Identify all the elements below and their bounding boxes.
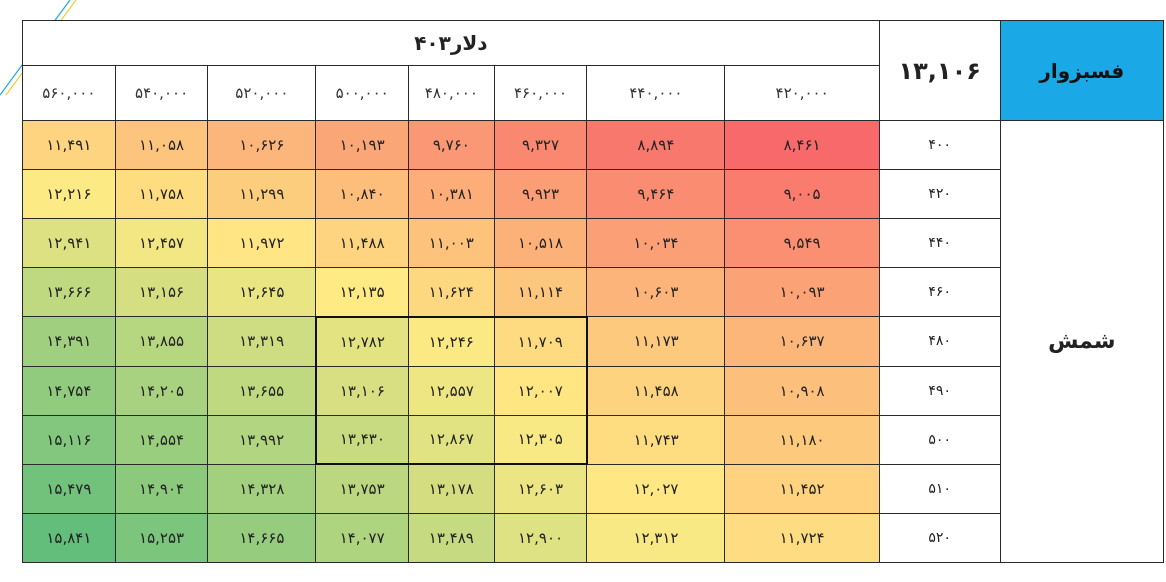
table-cell: ۱۱,۷۲۴ (724, 512, 880, 563)
table-cell: ۱۱,۴۹۱ (22, 119, 116, 171)
table-cell: ۹,۳۲۷ (493, 119, 588, 171)
table-cell: ۱۰,۶۳۷ (724, 316, 880, 367)
table-cell: ۱۲,۳۱۲ (586, 512, 726, 563)
table-cell: ۱۱,۲۹۹ (207, 169, 317, 220)
price-column-header: ۴۸۰,۰۰۰ (408, 65, 495, 121)
row-label: ۵۱۰ (878, 463, 1001, 514)
table-cell: ۱۱,۰۰۳ (408, 218, 495, 269)
table-cell: ۱۳,۶۵۵ (207, 365, 317, 416)
row-label: ۴۲۰ (878, 169, 1001, 220)
table-cell: ۱۰,۱۹۳ (315, 119, 409, 171)
dollar-rate-header: دلار۴۰۳ (22, 20, 880, 66)
table-cell: ۱۰,۸۴۰ (315, 169, 409, 220)
table-cell: ۱۴,۲۰۵ (114, 365, 209, 416)
price-column-header: ۵۲۰,۰۰۰ (207, 65, 317, 121)
table-cell: ۱۲,۱۳۵ (315, 267, 409, 318)
price-column-header: ۴۶۰,۰۰۰ (493, 65, 588, 121)
table-cell: ۱۵,۱۱۶ (22, 414, 116, 465)
table-cell: ۱۰,۹۰۸ (724, 365, 880, 416)
row-label: ۴۸۰ (878, 316, 1001, 367)
table-cell: ۱۴,۳۹۱ (22, 316, 116, 367)
table-cell: ۱۲,۷۸۲ (314, 315, 409, 367)
table-cell: ۱۱,۴۵۲ (724, 463, 880, 514)
table-cell: ۱۴,۰۷۷ (315, 512, 409, 563)
table-cell: ۱۱,۱۱۴ (493, 267, 588, 318)
row-label: ۴۰۰ (878, 119, 1001, 171)
table-cell: ۱۴,۷۵۴ (22, 365, 116, 416)
city-header: فسبزوار (999, 20, 1165, 121)
price-column-header: ۴۲۰,۰۰۰ (724, 65, 880, 121)
table-cell: ۱۴,۵۵۴ (114, 414, 209, 465)
table-cell: ۱۵,۸۴۱ (22, 512, 116, 563)
row-label: ۵۲۰ (878, 512, 1001, 563)
row-label: ۴۶۰ (878, 267, 1001, 318)
table-cell: ۱۵,۲۵۳ (114, 512, 209, 563)
table-cell: ۱۱,۶۲۴ (408, 267, 495, 318)
table-cell: ۱۲,۶۴۵ (207, 267, 317, 318)
table-cell: ۹,۷۶۰ (408, 119, 495, 171)
table-cell: ۱۲,۵۵۷ (408, 365, 495, 416)
table-cell: ۱۲,۳۰۵ (493, 414, 588, 466)
table-cell: ۱۱,۱۸۰ (724, 414, 880, 465)
table-cell: ۱۳,۱۰۶ (314, 365, 409, 416)
table-cell: ۱۴,۹۰۴ (114, 463, 209, 514)
table-cell: ۱۳,۹۹۲ (207, 414, 317, 465)
row-group-label: شمش (999, 120, 1165, 563)
row-label: ۴۹۰ (878, 365, 1001, 416)
table-cell: ۱۰,۰۹۳ (724, 267, 880, 318)
price-column-header: ۵۶۰,۰۰۰ (22, 65, 116, 121)
table-cell: ۱۳,۴۳۰ (314, 414, 409, 466)
table-cell: ۱۳,۱۷۸ (408, 463, 495, 514)
table-cell: ۱۳,۶۶۶ (22, 267, 116, 318)
table-cell: ۱۰,۵۱۸ (493, 218, 588, 269)
table-cell: ۱۰,۳۸۱ (408, 169, 495, 220)
sensitivity-table-container: دلار۴۰۳ ۱۳,۱۰۶ فسبزوار ۵۶۰,۰۰۰ ۵۴۰,۰۰۰ ۵۲۰… (22, 20, 1165, 563)
table-cell: ۱۲,۹۴۱ (22, 218, 116, 269)
base-value-header: ۱۳,۱۰۶ (878, 20, 1001, 121)
table-cell: ۱۲,۴۵۷ (114, 218, 209, 269)
table-cell: ۱۱,۹۷۲ (207, 218, 317, 269)
table-cell: ۱۰,۶۲۶ (207, 119, 317, 171)
table-cell: ۹,۰۰۵ (724, 169, 880, 220)
table-cell: ۱۲,۲۴۶ (408, 315, 495, 367)
table-cell: ۱۲,۸۶۷ (408, 414, 495, 466)
table-cell: ۱۱,۷۵۸ (114, 169, 209, 220)
table-cell: ۱۱,۷۴۳ (586, 414, 726, 465)
table-cell: ۱۱,۱۷۳ (586, 316, 726, 367)
price-column-header: ۵۰۰,۰۰۰ (315, 65, 409, 121)
table-cell: ۱۲,۹۰۰ (493, 512, 588, 563)
price-column-header: ۵۴۰,۰۰۰ (114, 65, 209, 121)
table-cell: ۱۴,۶۶۵ (207, 512, 317, 563)
row-label: ۵۰۰ (878, 414, 1001, 465)
table-cell: ۱۳,۸۵۵ (114, 316, 209, 367)
table-cell: ۹,۹۲۳ (493, 169, 588, 220)
row-label: ۴۴۰ (878, 218, 1001, 269)
table-cell: ۱۳,۱۵۶ (114, 267, 209, 318)
table-cell: ۱۵,۴۷۹ (22, 463, 116, 514)
table-cell: ۱۲,۲۱۶ (22, 169, 116, 220)
table-cell: ۱۲,۶۰۳ (493, 463, 588, 514)
table-cell: ۱۱,۴۸۸ (315, 218, 409, 269)
sensitivity-table: دلار۴۰۳ ۱۳,۱۰۶ فسبزوار ۵۶۰,۰۰۰ ۵۴۰,۰۰۰ ۵۲۰… (22, 20, 1165, 563)
table-cell: ۱۳,۳۱۹ (207, 316, 317, 367)
table-cell: ۱۲,۰۲۷ (586, 463, 726, 514)
table-cell: ۱۱,۰۵۸ (114, 119, 209, 171)
table-cell: ۱۳,۷۵۳ (315, 463, 409, 514)
table-cell: ۸,۴۶۱ (724, 119, 880, 171)
table-cell: ۹,۵۴۹ (724, 218, 880, 269)
table-cell: ۱۴,۳۲۸ (207, 463, 317, 514)
table-cell: ۱۲,۰۰۷ (493, 365, 588, 416)
table-cell: ۱۰,۶۰۳ (586, 267, 726, 318)
table-cell: ۱۰,۰۳۴ (586, 218, 726, 269)
table-cell: ۸,۸۹۴ (586, 119, 726, 171)
table-cell: ۱۱,۷۰۹ (493, 315, 588, 367)
table-cell: ۱۱,۴۵۸ (586, 365, 726, 416)
price-column-header: ۴۴۰,۰۰۰ (586, 65, 726, 121)
table-cell: ۱۳,۴۸۹ (408, 512, 495, 563)
table-cell: ۹,۴۶۴ (586, 169, 726, 220)
